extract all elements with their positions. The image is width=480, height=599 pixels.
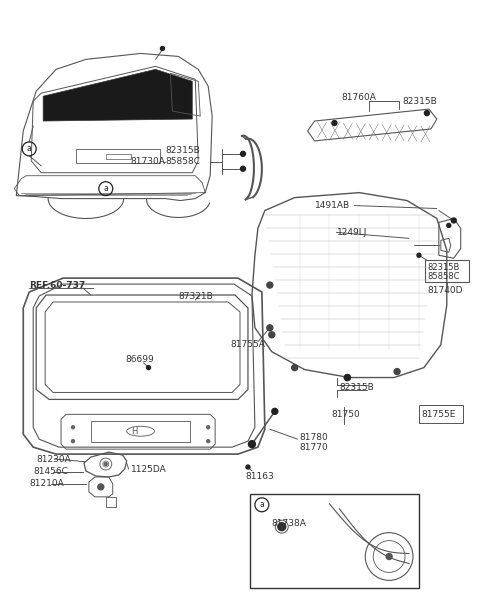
Text: 81738A: 81738A <box>272 519 307 528</box>
Text: 86699: 86699 <box>126 355 155 364</box>
Bar <box>419 406 463 423</box>
Text: 82315B: 82315B <box>427 263 459 272</box>
Text: a: a <box>260 500 264 509</box>
Text: 81770: 81770 <box>300 443 328 452</box>
Circle shape <box>267 325 273 331</box>
Text: 81210A: 81210A <box>29 479 64 488</box>
Circle shape <box>424 111 430 116</box>
Text: 1249LJ: 1249LJ <box>337 228 368 237</box>
Circle shape <box>207 440 210 443</box>
Text: 82315B: 82315B <box>402 96 437 105</box>
Circle shape <box>386 553 392 559</box>
Text: REF.60-737: REF.60-737 <box>29 280 85 289</box>
Circle shape <box>344 374 350 380</box>
Text: 81163: 81163 <box>245 473 274 482</box>
Circle shape <box>249 441 255 447</box>
Circle shape <box>240 167 245 171</box>
Circle shape <box>451 218 456 223</box>
Text: 81730A: 81730A <box>131 158 166 167</box>
Circle shape <box>267 282 273 288</box>
Text: 81755E: 81755E <box>421 410 456 419</box>
Text: a: a <box>103 184 108 193</box>
Text: 87321B: 87321B <box>179 292 213 301</box>
Text: 82315B: 82315B <box>166 146 200 155</box>
Circle shape <box>344 374 350 380</box>
Circle shape <box>160 47 165 50</box>
Bar <box>425 260 468 282</box>
Circle shape <box>447 223 451 228</box>
Circle shape <box>98 484 104 490</box>
Text: 81755A: 81755A <box>230 340 265 349</box>
Circle shape <box>278 523 286 531</box>
Circle shape <box>72 426 74 429</box>
Text: 81230A: 81230A <box>36 455 71 464</box>
Bar <box>250 494 419 588</box>
Circle shape <box>278 523 286 531</box>
Circle shape <box>417 253 421 257</box>
Text: 81780: 81780 <box>300 432 328 441</box>
Circle shape <box>292 365 298 371</box>
Text: 1491AB: 1491AB <box>314 201 350 210</box>
Circle shape <box>394 368 400 374</box>
Circle shape <box>104 462 107 465</box>
Circle shape <box>72 440 74 443</box>
Circle shape <box>272 409 278 415</box>
Circle shape <box>240 152 245 156</box>
Text: 81750: 81750 <box>332 410 360 419</box>
Polygon shape <box>43 69 192 121</box>
Text: 81740D: 81740D <box>427 286 462 295</box>
Text: 81456C: 81456C <box>33 467 68 476</box>
Circle shape <box>332 120 337 126</box>
Text: 1125DA: 1125DA <box>131 464 167 474</box>
Text: 85858C: 85858C <box>427 271 459 281</box>
Text: 82315B: 82315B <box>339 383 374 392</box>
Circle shape <box>146 365 151 370</box>
Circle shape <box>246 465 250 469</box>
Text: a: a <box>27 144 32 153</box>
Circle shape <box>269 332 275 338</box>
Text: H: H <box>132 426 138 435</box>
Circle shape <box>207 426 210 429</box>
Text: 85858C: 85858C <box>166 158 201 167</box>
Text: 81760A: 81760A <box>341 93 376 102</box>
